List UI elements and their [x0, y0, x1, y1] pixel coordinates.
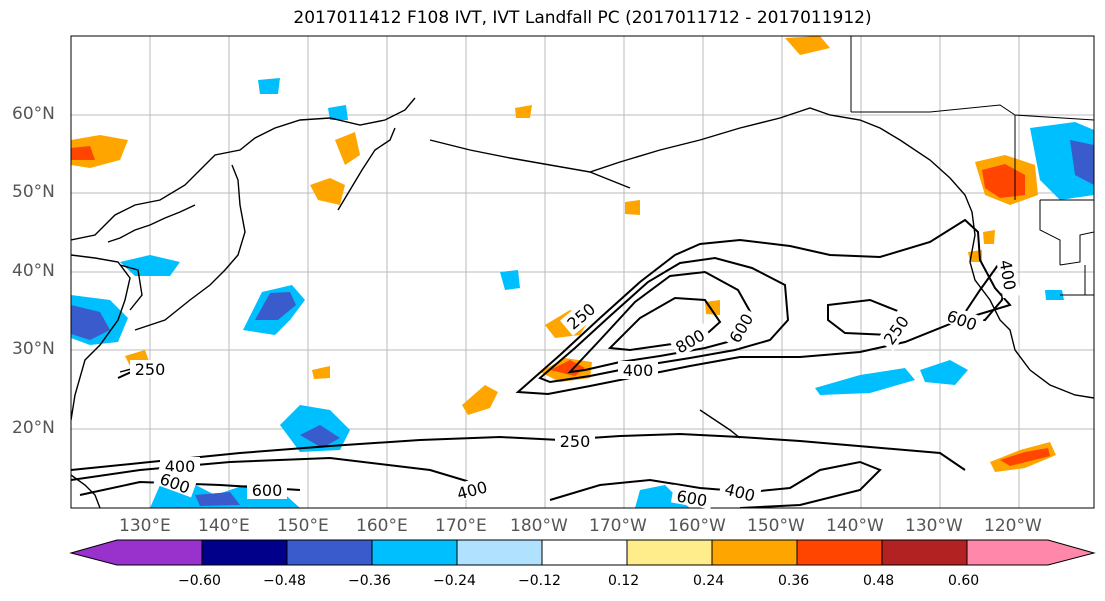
negative-patch	[1070, 140, 1094, 185]
lon-label: 170°E	[435, 516, 487, 536]
colorbar-segment	[626, 539, 713, 566]
negative-patch	[328, 105, 348, 120]
contour-400-band	[71, 456, 481, 486]
colorbar-tick-label: −0.48	[263, 573, 306, 589]
negative-patch	[1030, 122, 1094, 200]
colorbar-segment	[881, 539, 968, 566]
negative-patch	[255, 292, 296, 320]
colorbar-tick-label: 0.48	[863, 573, 895, 589]
lon-label: 120°W	[984, 516, 1042, 536]
lon-label: 160°W	[668, 516, 726, 536]
lon-label: 140°E	[198, 516, 250, 536]
negative-patch	[815, 368, 915, 395]
colorbar-segment	[711, 539, 798, 566]
colorbar-segment	[286, 539, 373, 566]
lat-label: 40°N	[12, 261, 55, 281]
map-frame	[70, 35, 1095, 509]
contour-label-250: 250	[560, 432, 591, 451]
contour-label-250: 250	[135, 360, 166, 379]
positive-patch	[462, 385, 498, 415]
positive-patch	[335, 132, 360, 165]
positive-patch	[785, 36, 830, 55]
colorbar-segment	[69, 539, 203, 566]
contour-600-south	[549, 460, 882, 508]
colorbar-segment	[371, 539, 458, 566]
positive-patch	[982, 164, 1025, 198]
positive-patch	[515, 105, 532, 118]
borders	[850, 36, 1094, 296]
lon-label: 130°W	[905, 516, 963, 536]
negative-patch	[258, 78, 280, 94]
colorbar-tick-label: 0.24	[693, 573, 725, 589]
colorbar-tick-label: −0.24	[433, 573, 476, 589]
contour-600-ring	[567, 270, 754, 374]
colorbar-segment	[541, 539, 628, 566]
colorbar-tick-label: 0.12	[608, 573, 640, 589]
negative-patch	[195, 492, 240, 506]
map-title: 2017011412 F108 IVT, IVT Landfall PC (20…	[293, 8, 872, 28]
colorbar-tick-label: −0.60	[178, 573, 221, 589]
negative-patch	[1045, 290, 1064, 300]
contour-800-ring	[607, 296, 722, 352]
contour-label-400: 400	[165, 457, 196, 476]
colorbar-tick-label: −0.12	[518, 573, 561, 589]
lon-label: 150°E	[277, 516, 329, 536]
colorbar	[69, 539, 1096, 566]
lat-label: 20°N	[12, 418, 55, 438]
contour-label-400: 400	[623, 361, 654, 380]
lon-label: 170°W	[589, 516, 647, 536]
ivt-contours	[71, 218, 1012, 508]
contour-label-400: 400	[995, 258, 1019, 291]
gridlines	[71, 36, 1094, 508]
positive-patch	[983, 230, 995, 244]
contour-label-400: 400	[723, 479, 757, 505]
negative-patch	[71, 305, 110, 340]
contour-400-ring	[538, 256, 790, 384]
contour-label-600: 600	[252, 481, 283, 500]
positive-patch	[312, 366, 330, 379]
colorbar-tick-label: 0.60	[948, 573, 980, 589]
negative-patch	[300, 425, 340, 448]
colorbar-tick-label: −0.36	[348, 573, 391, 589]
lon-label: 140°W	[826, 516, 884, 536]
colorbar-segment	[201, 539, 288, 566]
negative-patch	[120, 255, 180, 276]
contour-250-outer	[515, 218, 1012, 396]
colorbar-segment	[966, 539, 1096, 566]
negative-patch	[500, 270, 520, 290]
positive-patch	[71, 146, 95, 160]
lon-label: 150°W	[747, 516, 805, 536]
contour-label-600: 600	[944, 306, 979, 334]
lon-label: 130°E	[119, 516, 171, 536]
positive-patch	[310, 178, 345, 205]
lon-label: 180°W	[510, 516, 568, 536]
negative-patch	[920, 360, 968, 385]
lat-label: 30°N	[12, 339, 55, 359]
positive-patch	[1000, 448, 1050, 466]
colorbar-tick-label: 0.36	[778, 573, 810, 589]
coastlines	[71, 97, 1094, 508]
colorbar-segment	[796, 539, 883, 566]
colorbar-segment	[456, 539, 543, 566]
contour-label-400: 400	[455, 477, 489, 503]
positive-patch	[625, 200, 640, 215]
lat-label: 50°N	[12, 182, 55, 202]
lat-label: 60°N	[12, 104, 55, 124]
lon-label: 160°E	[356, 516, 408, 536]
anomaly-patches	[71, 36, 1094, 508]
